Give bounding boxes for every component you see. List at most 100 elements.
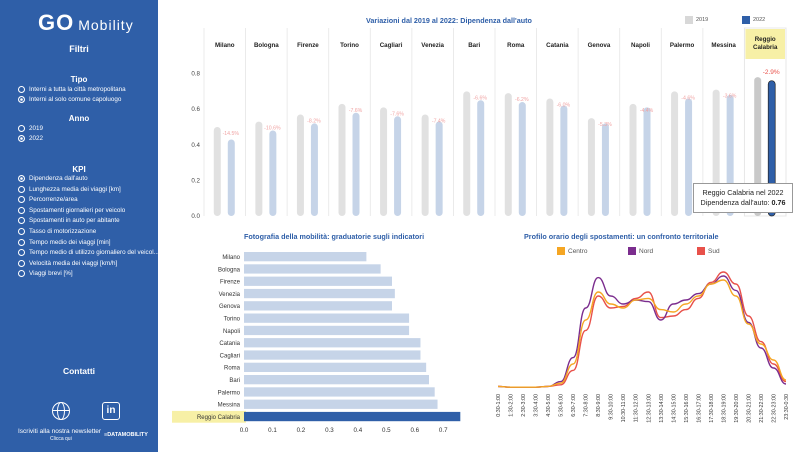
x-tick-label: 0.0 — [240, 427, 249, 434]
ranking-bar[interactable] — [244, 375, 429, 385]
bar-2022[interactable] — [227, 139, 235, 216]
tipo-option-label: Interni a tutta la città metropolitana — [29, 86, 126, 93]
category-label: Cagliari — [220, 353, 240, 359]
radio-icon[interactable] — [18, 196, 25, 204]
bar-2019[interactable] — [671, 91, 679, 216]
chart-tooltip: Reggio Calabria nel 2022 Dipendenza dall… — [693, 183, 793, 213]
ranking-bar[interactable] — [244, 362, 427, 372]
bar-2022[interactable] — [352, 112, 360, 216]
series-line-sud[interactable] — [497, 271, 787, 388]
radio-icon[interactable] — [18, 228, 25, 235]
radio-icon[interactable] — [18, 175, 25, 182]
bar-2022[interactable] — [685, 98, 693, 216]
bar-2019[interactable] — [504, 93, 512, 216]
ranking-bar[interactable] — [244, 264, 381, 274]
radio-icon[interactable] — [18, 86, 25, 93]
category-label: Milano — [222, 255, 240, 261]
city-header-label: Catania — [546, 42, 569, 49]
globe-icon[interactable] — [52, 402, 70, 420]
bar-2019[interactable] — [380, 107, 388, 216]
kpi-option-label: Viaggi brevi [%] — [29, 270, 73, 278]
kpi-option[interactable]: Lunghezza media dei viaggi [km] — [18, 185, 121, 193]
legend-centro-swatch — [557, 247, 565, 255]
bar-2019[interactable] — [296, 114, 304, 216]
kpi-option[interactable]: Tempo medio di utilizzo giornaliero del … — [18, 249, 159, 257]
bar-2019[interactable] — [546, 98, 554, 216]
tipo-option[interactable]: Interni a tutta la città metropolitana — [18, 86, 126, 93]
ranking-bar[interactable] — [244, 301, 392, 311]
kpi-option[interactable]: Percorrenze/area — [18, 196, 78, 204]
kpi-option[interactable]: Viaggi brevi [%] — [18, 270, 73, 278]
app-logo[interactable]: GO Mobility — [38, 10, 134, 36]
bar-2022[interactable] — [518, 102, 526, 216]
kpi-option[interactable]: Spostamenti giornalieri per veicolo — [18, 206, 125, 214]
category-label: Torino — [224, 317, 241, 323]
radio-icon[interactable] — [18, 238, 25, 246]
city-header-label: Genova — [588, 42, 611, 49]
bar-2022[interactable] — [310, 123, 318, 216]
kpi-option[interactable]: Velocità media dei viaggi [km/h] — [18, 259, 118, 267]
bar-2019[interactable] — [587, 118, 595, 216]
ranking-bar[interactable] — [244, 276, 392, 286]
ranking-bar[interactable] — [244, 252, 367, 262]
top-chart-title: Variazioni dal 2019 al 2022: Dipendenza … — [366, 16, 532, 25]
bar-2022[interactable] — [269, 130, 277, 216]
legend-centro-label: Centro — [568, 247, 588, 255]
change-label: -4.6% — [681, 95, 695, 101]
anno-option[interactable]: 2019 — [18, 125, 43, 132]
radio-icon[interactable] — [18, 125, 25, 132]
ranking-bar[interactable] — [244, 325, 410, 336]
radio-icon[interactable] — [18, 249, 25, 257]
ranking-bar[interactable] — [244, 411, 461, 422]
city-header-label: Roma — [507, 42, 525, 49]
series-line-centro[interactable] — [497, 279, 787, 388]
tipo-option[interactable]: Interni al solo comune capoluogo — [18, 96, 121, 103]
bar-2022[interactable] — [477, 100, 485, 216]
ranking-bar[interactable] — [244, 338, 421, 348]
bar-2019[interactable] — [463, 91, 471, 216]
x-tick-label: 10:30-11:00 — [621, 394, 627, 422]
radio-icon[interactable] — [18, 259, 25, 267]
bar-2022[interactable] — [767, 80, 776, 217]
kpi-option-label: Velocità media dei viaggi [km/h] — [29, 259, 118, 267]
series-line-nord[interactable] — [497, 275, 787, 388]
bar-2019[interactable] — [255, 121, 263, 216]
ranking-bar[interactable] — [244, 399, 438, 409]
x-tick-label: 1:30-2:00 — [509, 394, 515, 417]
radio-icon[interactable] — [18, 270, 25, 278]
ranking-bar[interactable] — [244, 350, 421, 360]
anno-option[interactable]: 2022 — [18, 135, 43, 142]
x-tick-label: 0.5 — [382, 427, 391, 434]
tipo-option-label: Interni al solo comune capoluogo — [29, 96, 122, 103]
bar-2022[interactable] — [560, 105, 568, 216]
bar-2022[interactable] — [394, 116, 402, 216]
bar-2019[interactable] — [338, 103, 346, 216]
kpi-option[interactable]: Tempo medio dei viaggi [min] — [18, 238, 111, 246]
bar-2019[interactable] — [421, 114, 429, 216]
radio-icon[interactable] — [18, 135, 25, 142]
radio-icon[interactable] — [18, 185, 25, 193]
bar-2022[interactable] — [601, 123, 609, 216]
kpi-option-label: Lunghezza media dei viaggi [km] — [29, 185, 121, 193]
ranking-bar[interactable] — [244, 313, 410, 323]
ranking-bar[interactable] — [244, 288, 395, 299]
bar-2022[interactable] — [435, 121, 443, 216]
kpi-option[interactable]: Tasso di motorizzazione — [18, 228, 96, 235]
kpi-option[interactable]: Dipendenza dall'auto — [18, 175, 88, 182]
radio-icon[interactable] — [18, 96, 25, 103]
linkedin-icon[interactable]: in — [102, 402, 120, 420]
anno-option-label: 2019 — [29, 125, 44, 132]
bar-2019[interactable] — [213, 126, 221, 216]
x-tick-label: 8:30-9:00 — [596, 394, 602, 417]
bar-2019[interactable] — [629, 103, 637, 216]
bar-2019[interactable] — [754, 77, 762, 216]
y-tick-label: 0.2 — [191, 177, 200, 184]
newsletter-link[interactable]: Clicca qui — [50, 436, 72, 442]
kpi-option[interactable]: Spostamenti in auto per abitante — [18, 217, 120, 225]
contacts-title: Contatti — [62, 366, 96, 376]
bar-2022[interactable] — [643, 107, 651, 216]
radio-icon[interactable] — [18, 206, 25, 214]
radio-icon[interactable] — [18, 217, 25, 225]
ranking-bar[interactable] — [244, 387, 435, 397]
category-label: Genova — [219, 304, 241, 310]
